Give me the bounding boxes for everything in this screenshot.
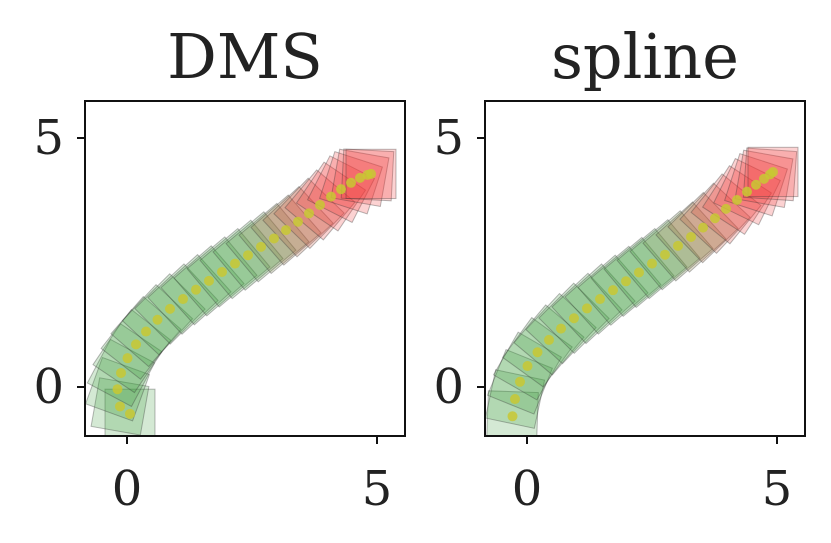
- path-point-spline-9: [595, 294, 605, 305]
- path-point-dms-22: [336, 184, 346, 195]
- path-point-dms-24: [355, 172, 365, 183]
- ytick-label-spline-0: 0: [433, 359, 464, 415]
- path-point-spline-7: [569, 313, 579, 324]
- path-point-spline-14: [660, 249, 670, 260]
- path-point-dms-18: [293, 216, 303, 227]
- path-point-dms-23: [346, 177, 356, 188]
- path-point-spline-15: [673, 240, 683, 251]
- path-point-spline-5: [544, 334, 554, 345]
- xtick-label-spline-5: 5: [762, 461, 793, 517]
- path-point-dms-12: [217, 266, 227, 277]
- ytick-label-dms-5: 5: [33, 110, 64, 166]
- path-point-dms-26: [366, 168, 376, 179]
- path-point-spline-8: [582, 303, 592, 314]
- ytick-label-spline-5: 5: [433, 110, 464, 166]
- path-point-dms-0: [125, 408, 135, 419]
- ytick-label-dms-0: 0: [33, 359, 64, 415]
- path-point-dms-15: [256, 241, 266, 252]
- path-point-dms-6: [141, 326, 151, 337]
- path-point-spline-2: [515, 376, 525, 387]
- plot-area-dms: [85, 148, 397, 436]
- path-point-spline-19: [721, 203, 731, 214]
- panel-spline: spline 5 0 0 5: [433, 20, 806, 517]
- path-point-dms-5: [131, 339, 141, 350]
- xtick-label-dms-5: 5: [362, 461, 393, 517]
- plot-area-spline: [485, 146, 799, 436]
- path-point-spline-17: [698, 222, 708, 233]
- path-point-spline-25: [768, 166, 778, 177]
- path-point-spline-6: [556, 323, 566, 334]
- path-point-spline-11: [621, 276, 631, 287]
- path-point-spline-0: [507, 411, 518, 422]
- path-point-dms-13: [230, 258, 240, 269]
- panel-dms: DMS 5 0 0 5: [33, 20, 406, 517]
- path-point-spline-22: [751, 179, 761, 190]
- path-point-dms-20: [315, 199, 325, 210]
- path-point-dms-2: [112, 384, 123, 395]
- path-point-spline-20: [732, 195, 742, 206]
- path-point-dms-21: [326, 191, 336, 202]
- path-point-dms-9: [178, 294, 188, 305]
- path-point-dms-14: [243, 250, 253, 261]
- path-point-dms-16: [269, 233, 279, 244]
- path-point-spline-13: [647, 258, 657, 269]
- path-point-spline-3: [522, 361, 533, 372]
- panel-title-spline: spline: [551, 20, 739, 93]
- path-point-dms-19: [304, 208, 314, 219]
- path-point-spline-4: [532, 347, 543, 358]
- path-point-spline-10: [608, 285, 618, 296]
- path-point-spline-1: [510, 394, 520, 405]
- panel-title-dms: DMS: [167, 20, 323, 93]
- xtick-label-spline-0: 0: [512, 461, 543, 517]
- path-point-dms-8: [165, 303, 175, 314]
- xtick-label-dms-0: 0: [112, 461, 143, 517]
- path-point-dms-11: [204, 275, 214, 286]
- axes-frame-dms: [84, 100, 406, 437]
- path-point-dms-7: [152, 314, 163, 325]
- path-point-spline-16: [686, 231, 696, 242]
- path-point-spline-12: [634, 267, 644, 278]
- axes-frame-spline: [484, 100, 806, 437]
- path-point-dms-3: [116, 367, 126, 378]
- path-point-spline-18: [710, 213, 720, 224]
- path-point-dms-10: [191, 284, 201, 295]
- path-point-dms-1: [115, 401, 125, 412]
- path-point-dms-4: [122, 353, 133, 364]
- path-point-spline-21: [742, 186, 752, 197]
- path-point-dms-17: [281, 225, 291, 236]
